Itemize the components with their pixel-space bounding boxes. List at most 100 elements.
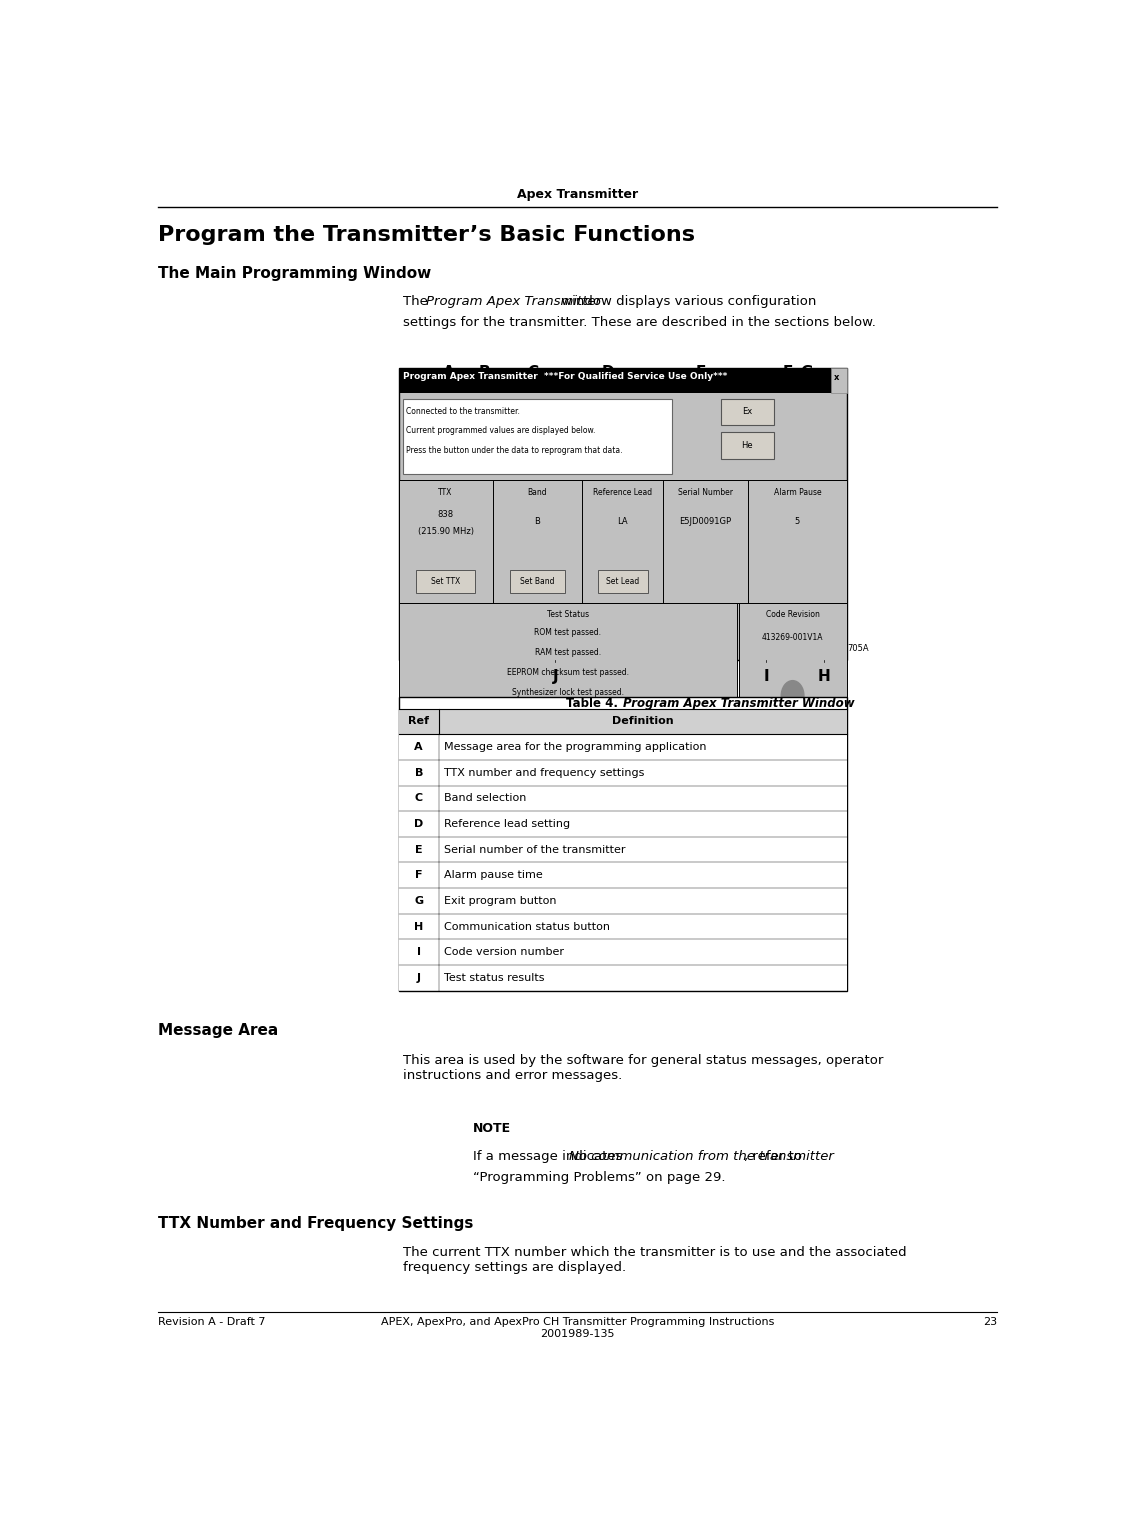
Bar bbox=[399, 760, 846, 786]
Text: Message area for the programming application: Message area for the programming applica… bbox=[444, 742, 707, 752]
Text: I: I bbox=[763, 669, 769, 684]
Bar bbox=[399, 603, 737, 725]
Bar bbox=[721, 398, 773, 425]
Text: F: F bbox=[783, 365, 793, 380]
Text: Set Lead: Set Lead bbox=[606, 577, 639, 586]
Bar bbox=[399, 939, 846, 964]
Text: Test Status: Test Status bbox=[547, 610, 588, 619]
Bar bbox=[399, 812, 846, 837]
Bar bbox=[721, 433, 773, 459]
Text: 705A: 705A bbox=[848, 643, 869, 653]
Bar bbox=[399, 709, 846, 734]
Text: 5: 5 bbox=[795, 518, 800, 527]
Text: Reference Lead: Reference Lead bbox=[593, 489, 653, 497]
Text: J: J bbox=[417, 974, 420, 983]
Text: A: A bbox=[415, 742, 423, 752]
Text: Test status results: Test status results bbox=[444, 974, 544, 983]
Text: Definition: Definition bbox=[612, 716, 674, 727]
Text: D: D bbox=[414, 819, 424, 830]
Bar bbox=[399, 368, 846, 660]
Text: G: G bbox=[414, 896, 424, 905]
Text: NOTE: NOTE bbox=[473, 1122, 511, 1136]
Bar bbox=[509, 569, 566, 593]
Text: I: I bbox=[417, 948, 420, 957]
Text: D: D bbox=[602, 365, 614, 380]
Text: Press the button under the data to reprogram that data.: Press the button under the data to repro… bbox=[407, 447, 623, 456]
Text: 23: 23 bbox=[983, 1317, 997, 1328]
Text: 413269-001V1A: 413269-001V1A bbox=[762, 633, 824, 642]
Text: x: x bbox=[834, 372, 838, 382]
Bar bbox=[492, 480, 583, 603]
Text: LA: LA bbox=[618, 518, 628, 527]
Text: TTX: TTX bbox=[438, 489, 453, 497]
Text: A: A bbox=[443, 365, 454, 380]
Text: 838: 838 bbox=[437, 510, 454, 519]
Text: The Main Programming Window: The Main Programming Window bbox=[158, 265, 432, 280]
Text: Code version number: Code version number bbox=[444, 948, 565, 957]
Text: Set TTX: Set TTX bbox=[431, 577, 460, 586]
Bar bbox=[738, 603, 846, 725]
Text: B: B bbox=[415, 768, 423, 778]
Text: The current TTX number which the transmitter is to use and the associated
freque: The current TTX number which the transmi… bbox=[403, 1246, 906, 1275]
Text: “Programming Problems” on page 29.: “Programming Problems” on page 29. bbox=[473, 1172, 726, 1184]
Text: Reference lead setting: Reference lead setting bbox=[444, 819, 570, 830]
Text: B: B bbox=[478, 365, 490, 380]
Text: E: E bbox=[415, 845, 423, 855]
Text: Apex Transmitter: Apex Transmitter bbox=[517, 188, 638, 200]
Text: EEPROM checksum test passed.: EEPROM checksum test passed. bbox=[507, 668, 629, 677]
Bar bbox=[583, 480, 663, 603]
Text: No communication from the transmitter: No communication from the transmitter bbox=[569, 1151, 834, 1163]
Bar bbox=[663, 480, 748, 603]
Text: Connected to the transmitter.: Connected to the transmitter. bbox=[407, 407, 521, 416]
Text: Set Band: Set Band bbox=[521, 577, 554, 586]
Bar bbox=[399, 734, 846, 760]
Bar bbox=[399, 889, 846, 914]
Bar bbox=[399, 964, 846, 990]
Text: (215.90 MHz): (215.90 MHz) bbox=[418, 527, 473, 536]
Bar bbox=[748, 480, 846, 603]
Bar bbox=[399, 696, 846, 990]
Text: TTX number and frequency settings: TTX number and frequency settings bbox=[444, 768, 645, 778]
Text: RAM test passed.: RAM test passed. bbox=[534, 648, 601, 657]
Bar bbox=[597, 569, 648, 593]
Text: Table 4.: Table 4. bbox=[567, 696, 622, 710]
Bar bbox=[399, 480, 492, 603]
Text: Program Apex Transmitter  ***For Qualified Service Use Only***: Program Apex Transmitter ***For Qualifie… bbox=[403, 372, 727, 380]
Bar bbox=[399, 914, 846, 939]
Text: ROM test passed.: ROM test passed. bbox=[534, 628, 601, 637]
Text: settings for the transmitter. These are described in the sections below.: settings for the transmitter. These are … bbox=[403, 316, 876, 329]
Text: Program the Transmitter’s Basic Functions: Program the Transmitter’s Basic Function… bbox=[158, 224, 695, 245]
Text: J: J bbox=[552, 669, 558, 684]
Text: window displays various configuration: window displays various configuration bbox=[558, 295, 817, 307]
Text: , refer to: , refer to bbox=[744, 1151, 801, 1163]
Text: C: C bbox=[527, 365, 539, 380]
Bar bbox=[831, 368, 846, 392]
Text: If a message indicates: If a message indicates bbox=[473, 1151, 627, 1163]
Text: H: H bbox=[414, 922, 424, 931]
Text: Program Apex Transmitter: Program Apex Transmitter bbox=[426, 295, 602, 307]
Text: TTX Number and Frequency Settings: TTX Number and Frequency Settings bbox=[158, 1216, 473, 1231]
Text: E5JD0091GP: E5JD0091GP bbox=[680, 518, 731, 527]
Circle shape bbox=[781, 681, 804, 712]
Text: Current programmed values are displayed below.: Current programmed values are displayed … bbox=[407, 427, 596, 436]
Text: He: He bbox=[742, 441, 753, 450]
Text: This area is used by the software for general status messages, operator
instruct: This area is used by the software for ge… bbox=[403, 1054, 884, 1081]
Text: Serial Number: Serial Number bbox=[678, 489, 733, 497]
Text: Message Area: Message Area bbox=[158, 1023, 278, 1039]
Text: Band: Band bbox=[527, 489, 548, 497]
Bar bbox=[399, 786, 846, 812]
Text: Ref: Ref bbox=[408, 716, 429, 727]
Bar bbox=[399, 863, 846, 889]
Text: Program Apex Transmitter Window: Program Apex Transmitter Window bbox=[622, 696, 854, 710]
Text: H: H bbox=[818, 669, 831, 684]
Text: Synthesizer lock test passed.: Synthesizer lock test passed. bbox=[512, 687, 623, 696]
Text: B: B bbox=[534, 518, 540, 527]
Bar bbox=[399, 837, 846, 863]
Text: Serial number of the transmitter: Serial number of the transmitter bbox=[444, 845, 625, 855]
Text: G: G bbox=[800, 365, 813, 380]
Text: Revision A - Draft 7: Revision A - Draft 7 bbox=[158, 1317, 266, 1328]
Text: Communication status button: Communication status button bbox=[444, 922, 610, 931]
Bar bbox=[416, 569, 474, 593]
Text: APEX, ApexPro, and ApexPro CH Transmitter Programming Instructions
2001989-135: APEX, ApexPro, and ApexPro CH Transmitte… bbox=[381, 1317, 774, 1338]
Text: Code Revision: Code Revision bbox=[765, 610, 819, 619]
